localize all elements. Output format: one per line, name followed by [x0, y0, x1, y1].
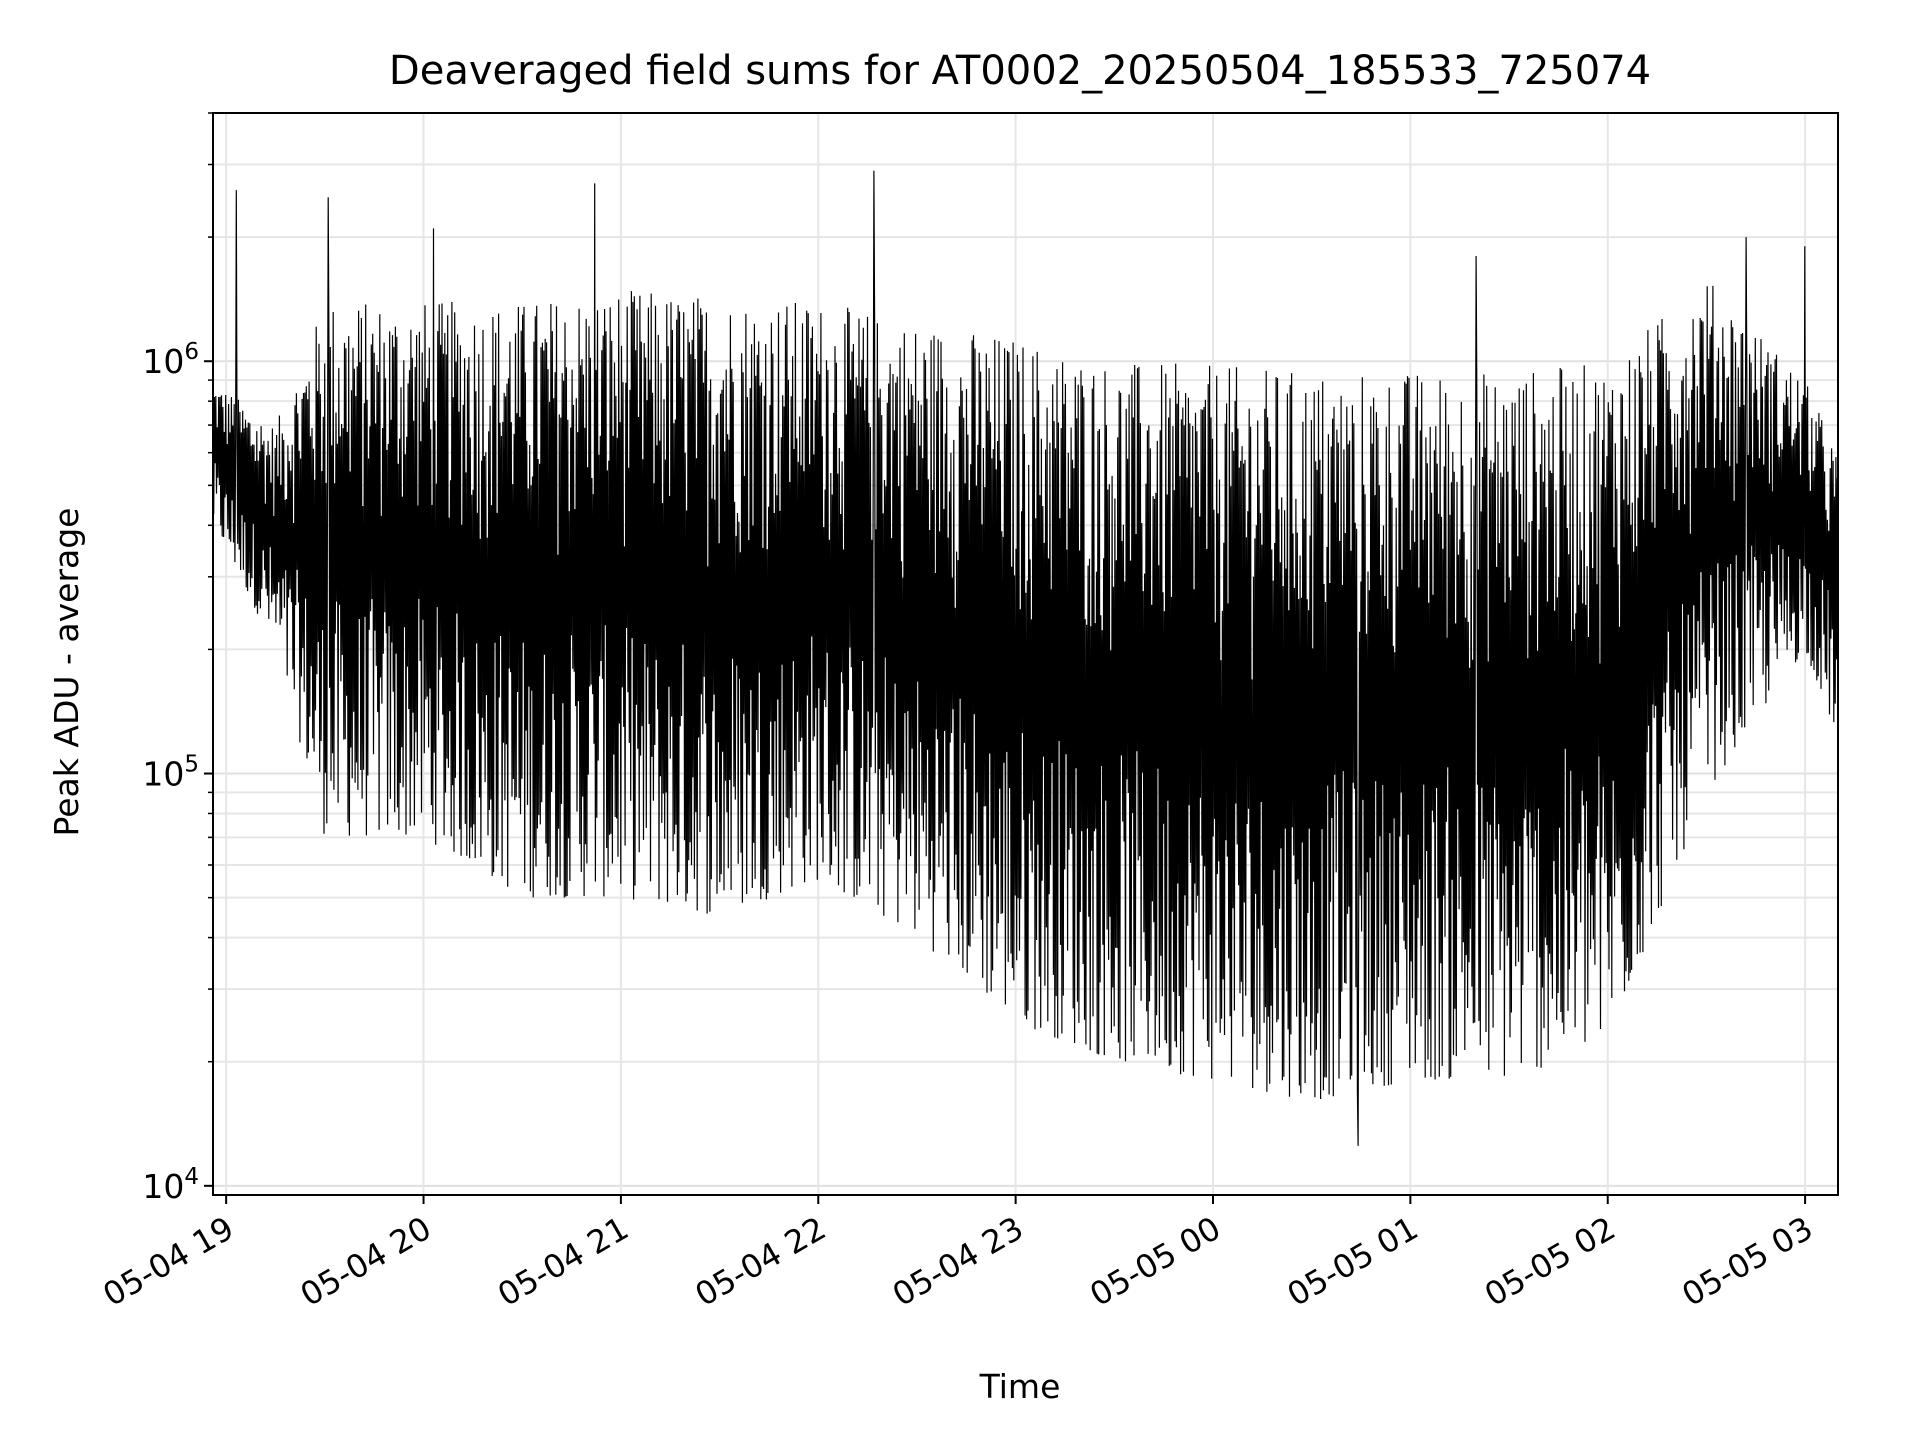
series-layer	[212, 170, 1839, 1146]
y-axis-label: Peak ADU - average	[47, 508, 86, 837]
x-axis-label: Time	[979, 1367, 1061, 1406]
y-tick-label: 106	[142, 339, 199, 381]
series-line	[212, 170, 1839, 1146]
chart-title: Deaveraged field sums for AT0002_2025050…	[389, 48, 1651, 94]
plot-frame	[212, 112, 1839, 1196]
y-tick-label: 104	[142, 1164, 199, 1206]
y-tick-label: 105	[142, 752, 199, 794]
